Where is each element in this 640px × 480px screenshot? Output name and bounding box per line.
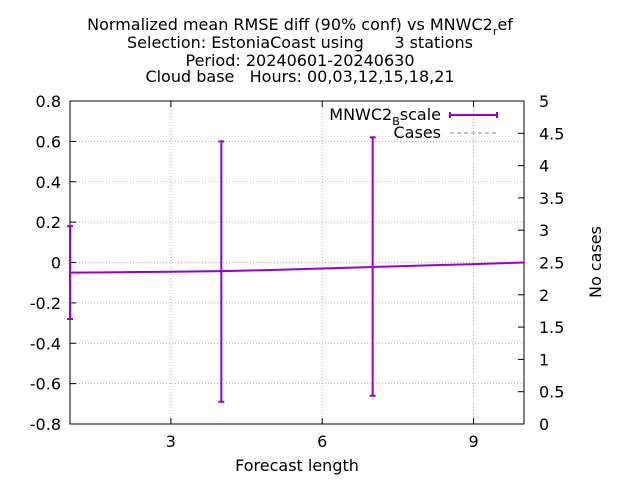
- y2-tick-label: 3.5: [539, 189, 564, 208]
- title-line-1: Normalized mean RMSE diff (90% conf) vs …: [87, 15, 513, 38]
- y2-tick-label: 5: [539, 92, 549, 111]
- legend-label: MNWC2Bscale: [329, 105, 441, 128]
- y2-tick-label: 3: [539, 221, 549, 240]
- x-tick-label: 3: [166, 432, 176, 451]
- plot-frame: [69, 100, 525, 425]
- y2-tick-label: 1: [539, 350, 549, 369]
- y2-axis: 0 0.5 1 1.5 2 2.5 3 3.5 4 4.5 5: [518, 92, 564, 434]
- y-tick-label: 0.6: [36, 132, 61, 151]
- legend-label: Cases: [394, 123, 442, 142]
- y2-tick-label: 2.5: [539, 254, 564, 273]
- y-tick-label: 0: [51, 254, 61, 273]
- y-tick-label: 0.2: [36, 213, 61, 232]
- y2-tick-label: 0: [539, 415, 549, 434]
- x-axis-label: Forecast length: [235, 456, 359, 475]
- title-line-4: Cloud base Hours: 00,03,12,15,18,21: [145, 67, 454, 86]
- y-tick-label: 0.8: [36, 92, 61, 111]
- y2-tick-label: 0.5: [539, 383, 564, 402]
- y2-tick-label: 4.5: [539, 124, 564, 143]
- x-tick-label: 9: [468, 432, 478, 451]
- y-axis: -0.8 -0.6 -0.4 -0.2 0 0.2 0.4 0.6 0.8: [30, 92, 76, 434]
- chart-title: Normalized mean RMSE diff (90% conf) vs …: [87, 15, 513, 86]
- x-axis: 3 6 9: [166, 101, 479, 451]
- title-line-2: Selection: EstoniaCoast using 3 stations: [127, 33, 473, 52]
- y-tick-label: -0.8: [30, 415, 61, 434]
- y2-tick-label: 4: [539, 157, 549, 176]
- y-tick-label: -0.2: [30, 294, 61, 313]
- y2-tick-label: 2: [539, 286, 549, 305]
- y-tick-label: 0.4: [36, 173, 61, 192]
- grid: [70, 101, 524, 424]
- x-tick-label: 6: [317, 432, 327, 451]
- title-line-3: Period: 20240601-20240630: [185, 51, 414, 70]
- series-layer: [67, 136, 525, 403]
- y2-tick-label: 1.5: [539, 318, 564, 337]
- y-tick-label: -0.4: [30, 334, 61, 353]
- y-tick-label: -0.6: [30, 375, 61, 394]
- y2-axis-label: No cases: [586, 226, 605, 298]
- series-line: [69, 261, 525, 274]
